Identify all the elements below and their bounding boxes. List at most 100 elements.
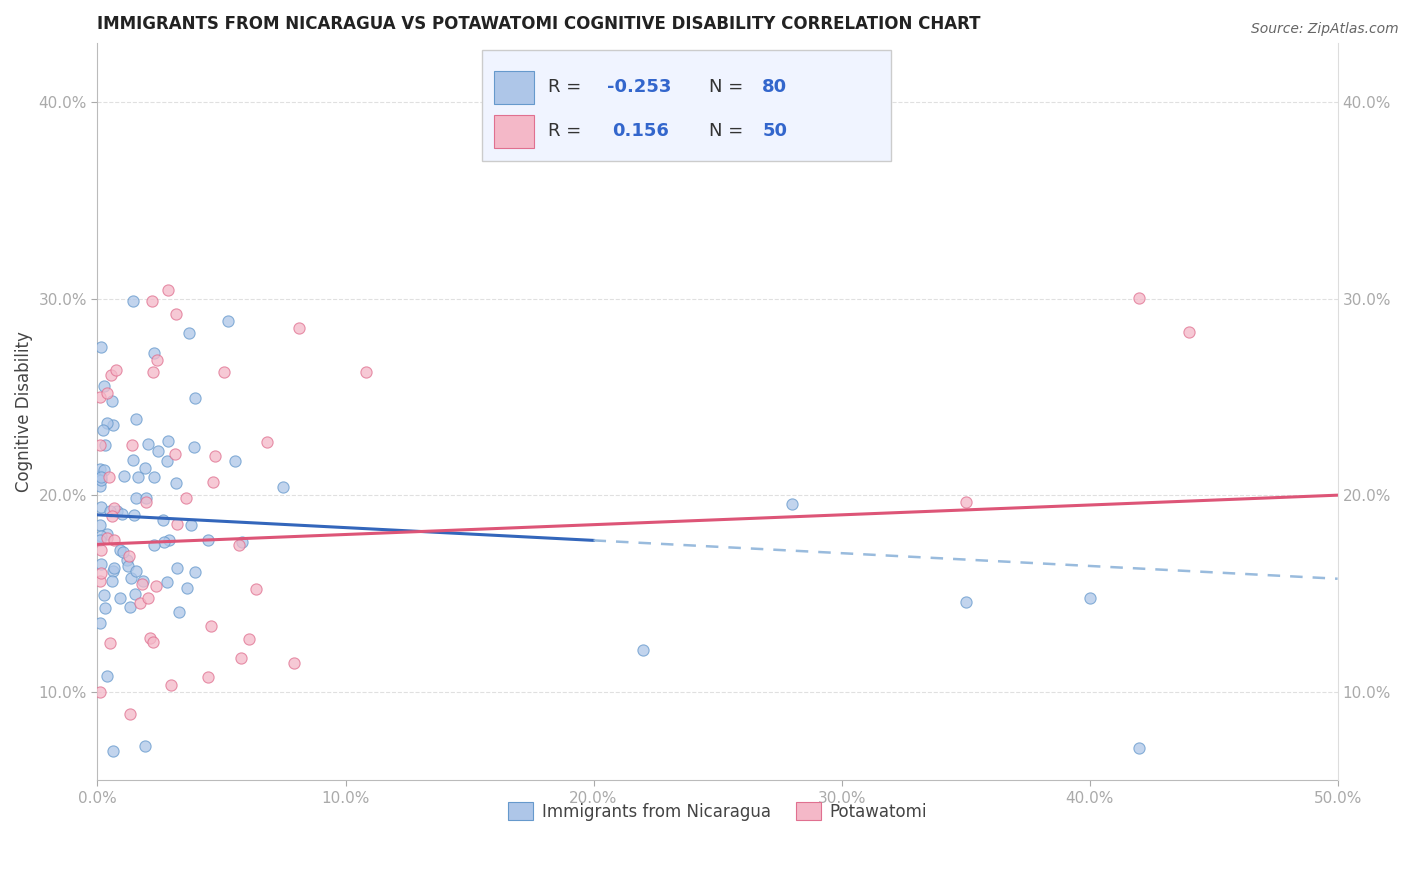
Point [90,557,112,571]
Text: IMMIGRANTS FROM NICARAGUA VS POTAWATOMI COGNITIVE DISABILITY CORRELATION CHART: IMMIGRANTS FROM NICARAGUA VS POTAWATOMI … [97,15,981,33]
Legend: Immigrants from Nicaragua, Potawatomi: Immigrants from Nicaragua, Potawatomi [502,796,934,827]
Point [120,571,142,585]
Point [131,577,153,591]
Point [124,586,146,600]
Point [157,434,180,448]
Point [90,566,112,580]
Point [143,346,166,360]
Point [89,438,111,452]
Point [115,552,138,566]
Point [93,463,115,477]
Point [89,684,111,698]
Point [100,508,122,523]
Point [96,531,118,545]
Point [167,605,190,619]
Point [256,435,278,450]
Point [93,588,115,602]
Point [96,416,118,430]
Point [134,461,156,475]
Point [118,707,141,722]
Point [166,516,188,531]
Point [197,533,219,547]
Point [136,591,159,606]
Point [108,591,131,606]
Point [125,564,148,578]
Text: 80: 80 [762,78,787,96]
Point [112,468,135,483]
Point [231,534,253,549]
Point [1128,291,1150,305]
Point [148,443,170,458]
Point [214,365,236,379]
Point [142,634,165,648]
Point [89,517,111,532]
Text: R =: R = [548,122,586,140]
Point [165,447,187,461]
Point [121,293,143,308]
Point [90,528,112,542]
Point [138,631,160,645]
Point [135,495,157,509]
Point [200,619,222,633]
Point [184,566,207,580]
Point [142,366,165,380]
Point [122,453,145,467]
Point [174,491,197,506]
Point [184,391,207,405]
Text: Source: ZipAtlas.com: Source: ZipAtlas.com [1251,22,1399,37]
Point [197,670,219,684]
Point [231,650,253,665]
FancyBboxPatch shape [495,115,534,148]
Point [132,574,155,588]
Point [134,739,156,753]
Point [125,491,148,505]
Point [288,321,311,335]
Point [98,636,121,650]
Point [89,533,111,547]
Point [142,538,165,552]
Point [98,470,121,484]
Point [111,507,134,521]
Point [103,561,125,575]
Point [145,579,167,593]
Point [1178,325,1201,339]
Point [117,558,139,573]
Point [354,365,377,379]
Text: N =: N = [709,122,749,140]
Point [157,533,180,547]
Point [112,545,135,559]
Point [1128,741,1150,756]
Point [96,527,118,541]
Point [105,363,128,377]
Point [780,498,803,512]
Point [118,549,141,563]
Point [125,412,148,426]
Point [165,475,187,490]
Point [271,480,294,494]
Point [90,473,112,487]
Point [90,543,112,558]
Point [155,575,177,590]
Point [105,504,128,518]
Point [955,595,977,609]
Point [631,643,654,657]
FancyBboxPatch shape [482,50,891,161]
Point [283,657,305,671]
Point [201,475,224,489]
Point [145,352,167,367]
Point [90,340,112,354]
Point [180,518,202,533]
Point [143,470,166,484]
Point [91,423,114,437]
Text: 0.156: 0.156 [612,122,669,140]
Point [108,543,131,558]
Point [93,378,115,392]
Point [165,307,187,321]
Point [204,449,226,463]
Point [217,314,239,328]
Point [89,390,111,404]
Point [121,438,143,452]
Point [135,491,157,506]
Point [89,574,111,588]
Point [120,600,142,615]
